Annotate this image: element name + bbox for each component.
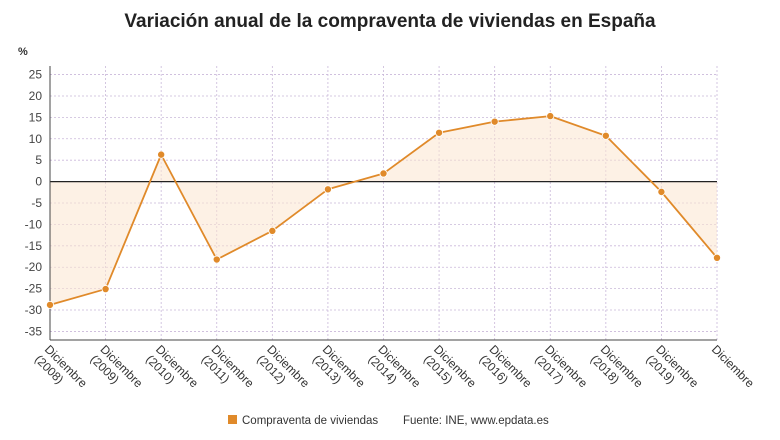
x-tick-label: Diciembre(2014) xyxy=(365,342,423,400)
data-point xyxy=(212,255,221,264)
data-point xyxy=(435,128,444,137)
y-tick-label: 20 xyxy=(29,89,43,103)
legend-swatch xyxy=(228,415,237,424)
y-tick-label: 15 xyxy=(29,110,43,124)
x-axis-ticks: Diciembre(2008) Diciembre(2009) Diciembre(… xyxy=(32,342,757,400)
y-tick-label: -15 xyxy=(25,239,43,253)
x-tick-label: Diciembre(2015) xyxy=(421,342,479,400)
data-point xyxy=(268,226,277,235)
data-point xyxy=(546,112,555,121)
x-tick-label: Diciembre(2010) xyxy=(143,342,201,400)
data-point xyxy=(657,187,666,196)
y-tick-label: 10 xyxy=(29,132,43,146)
x-tick-label: Diciembre(2011) xyxy=(199,342,257,400)
data-point xyxy=(101,285,110,294)
x-tick-label: Diciembre xyxy=(709,342,757,390)
data-point xyxy=(323,185,332,194)
data-point xyxy=(46,300,55,309)
x-tick-label: Diciembre(2013) xyxy=(310,342,368,400)
y-tick-label: 25 xyxy=(29,68,43,82)
legend: Compraventa de viviendas Fuente: INE, ww… xyxy=(228,415,549,427)
y-axis-unit-label: % xyxy=(18,46,28,58)
data-point xyxy=(601,131,610,140)
legend-label: Compraventa de viviendas xyxy=(242,415,378,427)
y-tick-label: -30 xyxy=(25,303,43,317)
grid xyxy=(49,66,718,340)
y-tick-label: -35 xyxy=(25,324,43,338)
x-tick-label: Diciembre(2012) xyxy=(254,342,312,400)
x-tick-label: Diciembre(2008) xyxy=(32,342,90,400)
data-point xyxy=(157,150,166,159)
data-point xyxy=(379,169,388,178)
y-tick-label: -20 xyxy=(25,260,43,274)
x-tick-label: Diciembre(2017) xyxy=(532,342,590,400)
y-tick-label: -25 xyxy=(25,282,43,296)
x-tick-label: Diciembre(2018) xyxy=(588,342,646,400)
data-point xyxy=(490,117,499,126)
y-tick-label: 5 xyxy=(35,153,42,167)
x-tick-label: Diciembre(2019) xyxy=(643,342,701,400)
y-axis-ticks: 25 20 15 10 5 0 -5 -10 -15 -20 -25 -30 -35 xyxy=(25,68,43,339)
x-tick-label: Diciembre(2009) xyxy=(88,342,146,400)
series-layer xyxy=(46,112,722,309)
source-note: Fuente: INE, www.epdata.es xyxy=(403,415,549,427)
data-point xyxy=(713,253,722,262)
y-tick-label: -10 xyxy=(25,217,43,231)
y-tick-label: 0 xyxy=(35,175,42,189)
y-tick-label: -5 xyxy=(31,196,42,210)
chart-title: Variación anual de la compraventa de viv… xyxy=(124,11,656,32)
x-tick-label: Diciembre(2016) xyxy=(477,342,535,400)
